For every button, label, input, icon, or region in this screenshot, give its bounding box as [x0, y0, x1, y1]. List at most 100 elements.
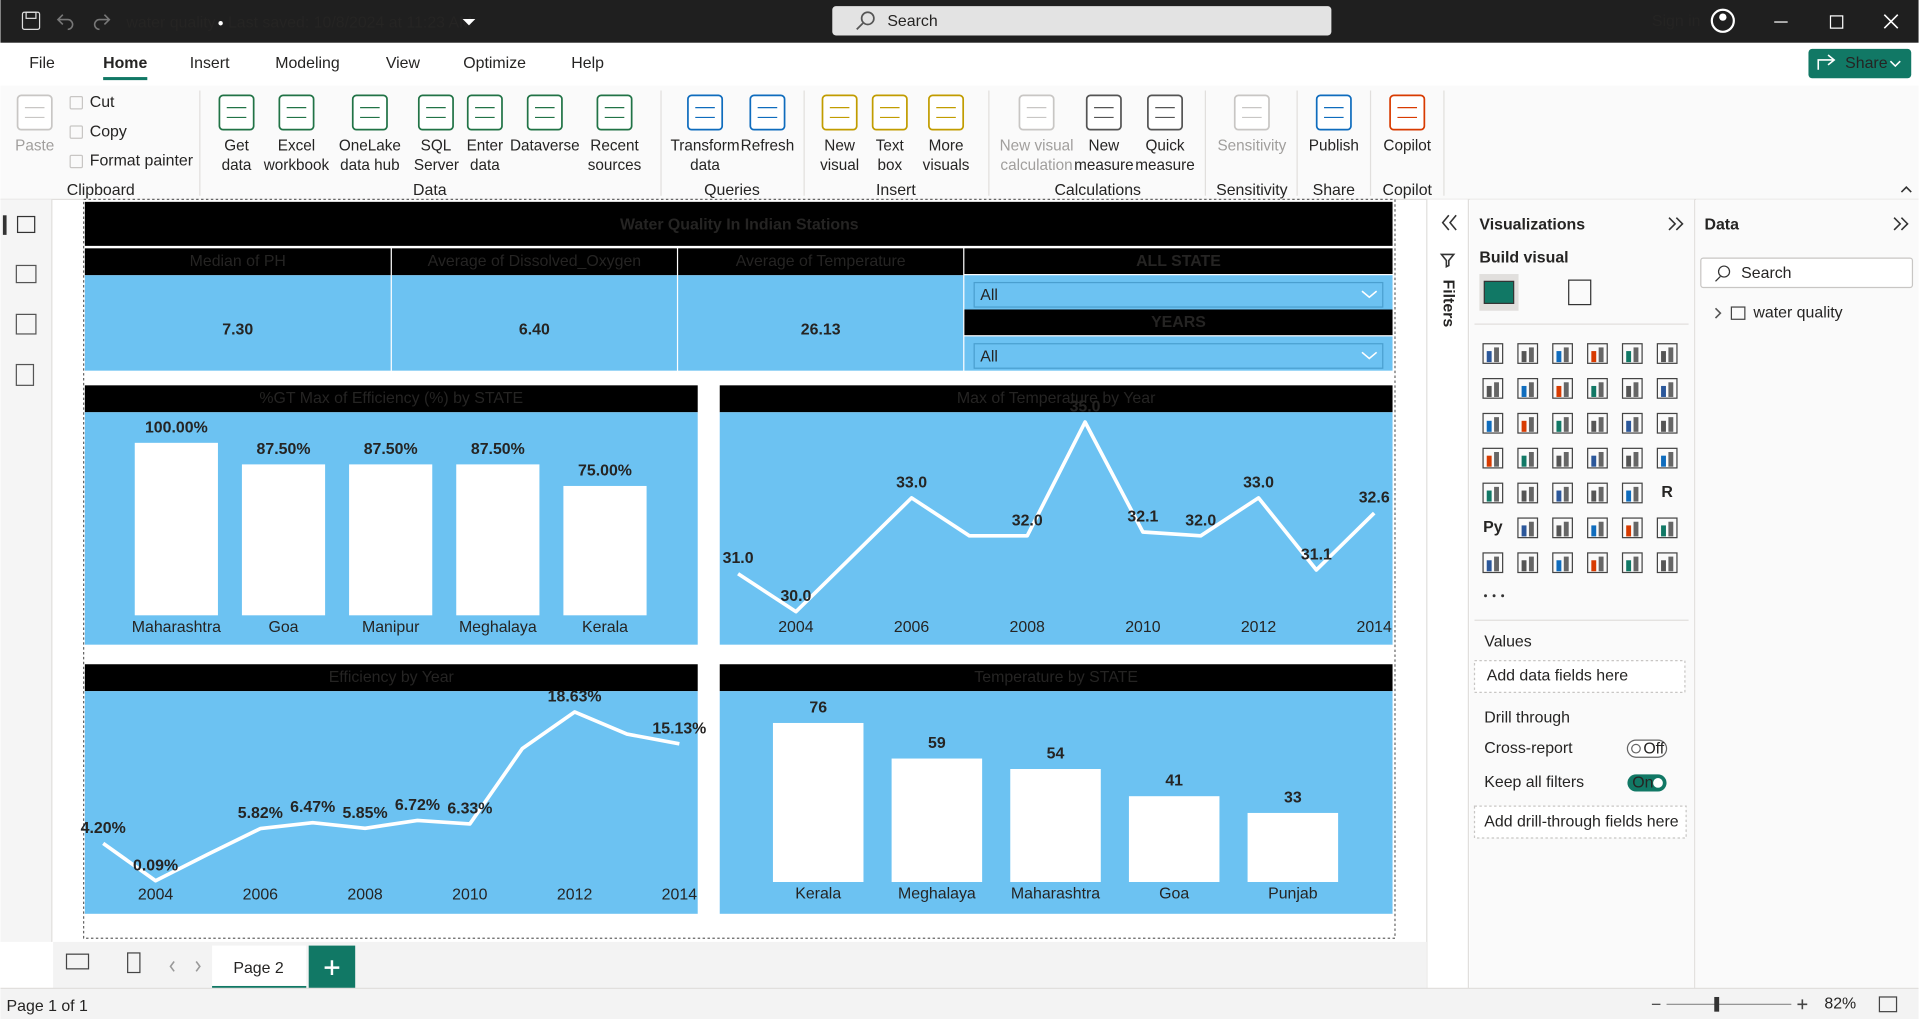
viz-icon[interactable] [1517, 552, 1539, 574]
viz-icon[interactable] [1482, 412, 1504, 434]
viz-icon-accent [1591, 525, 1597, 537]
data-search[interactable] [1700, 257, 1914, 289]
viz-icon[interactable] [1552, 552, 1573, 574]
viz-icon-accent [1563, 417, 1569, 432]
menu-tab[interactable]: View [386, 55, 421, 72]
viz-icon-accent [1494, 452, 1499, 467]
ribbon-button[interactable]: Text box [864, 136, 915, 185]
table-name[interactable]: water quality [1752, 304, 1842, 321]
desktop-view-icon[interactable] [65, 953, 90, 970]
viz-icon[interactable] [1517, 412, 1539, 434]
viz-icon[interactable] [1552, 447, 1573, 469]
filters-expand[interactable] [1441, 214, 1457, 231]
viz-icon[interactable] [1587, 517, 1608, 539]
mobile-view-icon[interactable] [127, 952, 141, 974]
viz-icon[interactable] [1552, 412, 1573, 434]
viz-collapse[interactable] [1668, 217, 1684, 231]
fit-page[interactable] [1878, 996, 1898, 1013]
ribbon-button[interactable]: New visual [810, 136, 869, 185]
ribbon-button[interactable]: Refresh [732, 136, 803, 185]
sign-in[interactable]: Sign in [1652, 13, 1701, 30]
viz-icon[interactable] [1587, 343, 1608, 364]
viz-icon[interactable] [1517, 377, 1539, 399]
viz-icon[interactable] [1587, 377, 1608, 399]
viz-icon[interactable] [1552, 482, 1573, 504]
viz-icon[interactable] [1621, 482, 1643, 504]
nav-model[interactable] [15, 313, 37, 335]
viz-icon[interactable] [1587, 482, 1608, 504]
viz-icon[interactable] [1656, 412, 1678, 434]
expand-chevron[interactable] [1714, 307, 1722, 319]
viz-icon[interactable] [1587, 552, 1608, 574]
viz-icon[interactable] [1482, 377, 1504, 399]
ribbon-small-button[interactable]: Copy [90, 123, 127, 140]
viz-icon[interactable] [1621, 552, 1643, 574]
viz-icon[interactable] [1656, 552, 1678, 574]
ribbon-button[interactable]: Sensitivity [1207, 136, 1298, 185]
menu-tab[interactable]: Optimize [463, 55, 526, 72]
ribbon-small-button[interactable]: Cut [90, 94, 115, 111]
viz-icon[interactable] [1621, 377, 1643, 399]
ribbon-button[interactable]: Dataverse [502, 136, 588, 185]
viz-icon[interactable] [1621, 447, 1643, 469]
viz-icon[interactable] [1517, 343, 1539, 364]
viz-icon[interactable] [1656, 447, 1678, 469]
share-button[interactable] [1808, 48, 1912, 79]
ribbon-button[interactable]: New measure [1065, 136, 1143, 185]
ribbon-button[interactable]: Transform data [663, 136, 746, 185]
data-collapse[interactable] [1893, 217, 1909, 231]
ribbon-button[interactable]: New visual calculation [991, 136, 1082, 185]
viz-icon[interactable] [1517, 447, 1539, 469]
ribbon-button[interactable]: Recent sources [579, 136, 650, 185]
ribbon-button[interactable]: More visuals [913, 136, 979, 185]
viz-icon-label[interactable]: Py [1483, 519, 1503, 536]
viz-icon[interactable] [1656, 343, 1678, 364]
viz-icon-accent [1556, 385, 1562, 397]
drill-well[interactable] [1473, 805, 1687, 839]
ribbon-button[interactable]: Paste [5, 136, 64, 185]
nav-report[interactable] [16, 215, 36, 234]
viz-icon-accent [1668, 521, 1674, 537]
nav-dax[interactable] [15, 363, 35, 386]
viz-icon[interactable] [1517, 482, 1539, 504]
viz-icon[interactable] [1587, 412, 1608, 434]
viz-icon[interactable] [1482, 447, 1504, 469]
menu-tab[interactable]: Home [103, 55, 147, 72]
ribbon-button[interactable]: Excel workbook [256, 136, 337, 185]
viz-icon[interactable] [1656, 517, 1678, 539]
page-tab[interactable] [212, 945, 307, 989]
viz-icon[interactable] [1482, 343, 1504, 364]
ribbon-button[interactable]: Enter data [458, 136, 512, 185]
viz-icon[interactable] [1656, 377, 1678, 399]
format-visual-icon[interactable] [1568, 279, 1592, 306]
values-well[interactable] [1473, 659, 1686, 693]
viz-icon-accent [1598, 521, 1604, 537]
ribbon-button[interactable]: Publish [1298, 136, 1369, 185]
viz-icon[interactable] [1621, 517, 1643, 539]
viz-icon[interactable] [1517, 517, 1539, 539]
viz-icon[interactable] [1482, 552, 1504, 574]
ribbon-button[interactable]: OneLake data hub [327, 136, 413, 185]
zoom-thumb[interactable] [1714, 996, 1720, 1012]
ribbon-button[interactable]: SQL Server [409, 136, 463, 185]
viz-icon[interactable] [1621, 343, 1643, 364]
nav-table[interactable] [15, 264, 37, 284]
ribbon-small-button[interactable]: Format painter [90, 153, 194, 170]
slicer-dropdown[interactable] [973, 281, 1384, 308]
viz-icon[interactable] [1482, 482, 1504, 504]
menu-tab[interactable]: Modeling [275, 55, 340, 72]
ribbon-button[interactable]: Copilot [1372, 136, 1443, 185]
viz-icon[interactable] [1621, 412, 1643, 434]
ribbon-button[interactable]: Quick measure [1126, 136, 1204, 185]
ribbon-button[interactable]: Get data [210, 136, 264, 185]
search-box[interactable] [832, 6, 1332, 36]
menu-tab[interactable]: File [29, 55, 55, 72]
slicer-dropdown[interactable] [973, 343, 1384, 369]
viz-icon[interactable] [1587, 447, 1608, 469]
viz-icon[interactable] [1552, 517, 1573, 539]
menu-tab[interactable]: Insert [190, 55, 230, 72]
viz-icon-label[interactable]: R [1661, 484, 1673, 501]
viz-icon[interactable] [1552, 377, 1573, 399]
viz-icon[interactable] [1552, 343, 1573, 364]
menu-tab[interactable]: Help [571, 55, 604, 72]
